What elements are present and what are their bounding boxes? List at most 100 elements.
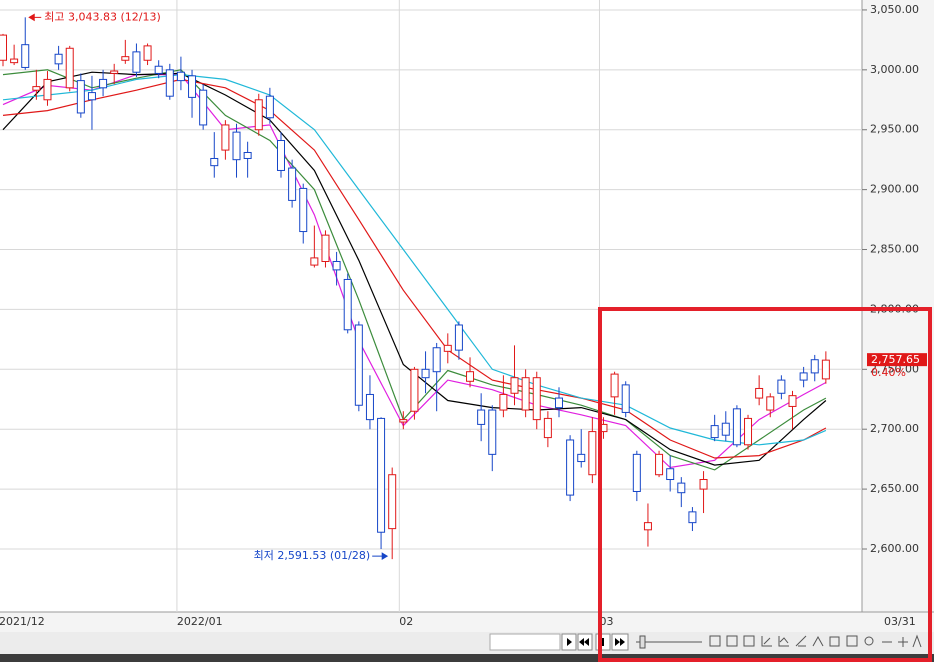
y-tick-label: 2,650.00 [870,482,919,495]
candle-body [199,89,208,126]
candle-body [721,422,730,436]
icon [579,638,589,646]
tool-icons [709,634,922,648]
tool-button[interactable] [709,635,721,647]
toolbar [0,632,934,654]
candle-body [744,417,753,446]
candle-body [810,359,819,374]
price-tag [867,353,927,367]
candle-body [566,439,575,496]
candle-body [621,384,630,413]
tool-button[interactable] [795,635,807,647]
high-arrow [28,13,42,22]
candle-body [677,482,686,494]
candle-body [0,34,8,61]
candle-body [588,431,597,476]
x-tick-label: 2021/12 [0,615,45,628]
candle-body [210,157,219,167]
candle-body [232,131,241,161]
icon [615,638,625,646]
candle-body [532,377,541,421]
candle-body [732,408,741,446]
candle-body [821,359,830,380]
candle-body [632,453,641,492]
y-axis-panel [862,0,934,632]
candle-body [610,373,619,398]
candle-body [432,347,441,373]
candle-body [377,417,386,533]
tool-button[interactable] [761,636,772,647]
x-tick-label: 03 [599,615,613,628]
candle-body [87,92,96,101]
candle-body [554,397,563,409]
moving-averages [2,69,827,471]
candle-body [65,47,74,89]
y-tick-label: 2,600.00 [870,542,919,555]
y-tick-label: 2,700.00 [870,422,919,435]
candle-body [254,99,263,131]
tool-button[interactable] [882,634,922,648]
candle-body [132,51,141,73]
candle-body [54,53,63,65]
low-annotation: 최저 2,591.53 (01/28) [254,549,371,562]
tool-button[interactable] [743,635,755,647]
candle-body [354,324,363,406]
candle-body [688,511,697,524]
candle-body [188,75,197,98]
candle-body [32,86,41,91]
moving-average-line [2,73,827,446]
scroll-track[interactable] [489,633,561,651]
labels: 2,600.002,650.002,700.002,750.002,800.00… [0,3,927,628]
candle-body [655,453,664,476]
candle-body [577,453,586,463]
high-annotation: 최고 3,043.83 (12/13) [44,10,161,23]
candle-body [43,78,52,101]
moving-average-line [2,69,827,471]
candle-body [477,409,486,425]
moving-average-line [2,78,827,459]
candle-body [99,78,108,89]
candle-body [110,70,119,74]
tool-button[interactable] [864,636,874,646]
candle-body [799,372,808,381]
bottom-edge [0,654,934,662]
candle-body [21,44,30,68]
tool-button[interactable] [829,636,840,647]
candle-body [154,65,163,74]
candle-body [121,56,130,61]
candle-body [332,260,341,271]
candle-body [755,387,764,399]
x-axis-panel [0,612,934,632]
tool-button[interactable] [726,635,738,647]
x-tick-label: 02 [399,615,413,628]
candle-body [321,234,330,262]
candle-body [276,140,285,171]
candle-body [699,479,708,490]
candle-body [777,379,786,394]
candle-body [10,58,19,64]
candle-body [443,344,452,352]
y-tick-label: 3,000.00 [870,63,919,76]
candle-body [788,395,797,407]
candle-body [165,69,174,97]
tool-button[interactable] [846,635,858,647]
tool-button[interactable] [812,635,824,647]
candle-body [143,45,152,61]
y-tick-label: 2,850.00 [870,243,919,256]
tool-button[interactable] [778,636,789,647]
candle-body [176,71,185,82]
candle-body [288,167,297,201]
zoom-thumb[interactable] [639,635,646,649]
change-label: 0.40% [871,366,906,379]
candle-body [710,425,719,439]
x-tick-label: 2022/01 [177,615,223,628]
candle-body [543,417,552,439]
candle-body [410,368,419,412]
icon [601,638,604,646]
candle-body [454,324,463,351]
candle-body [310,257,319,266]
highlight-box [598,307,932,662]
candles [0,17,830,560]
